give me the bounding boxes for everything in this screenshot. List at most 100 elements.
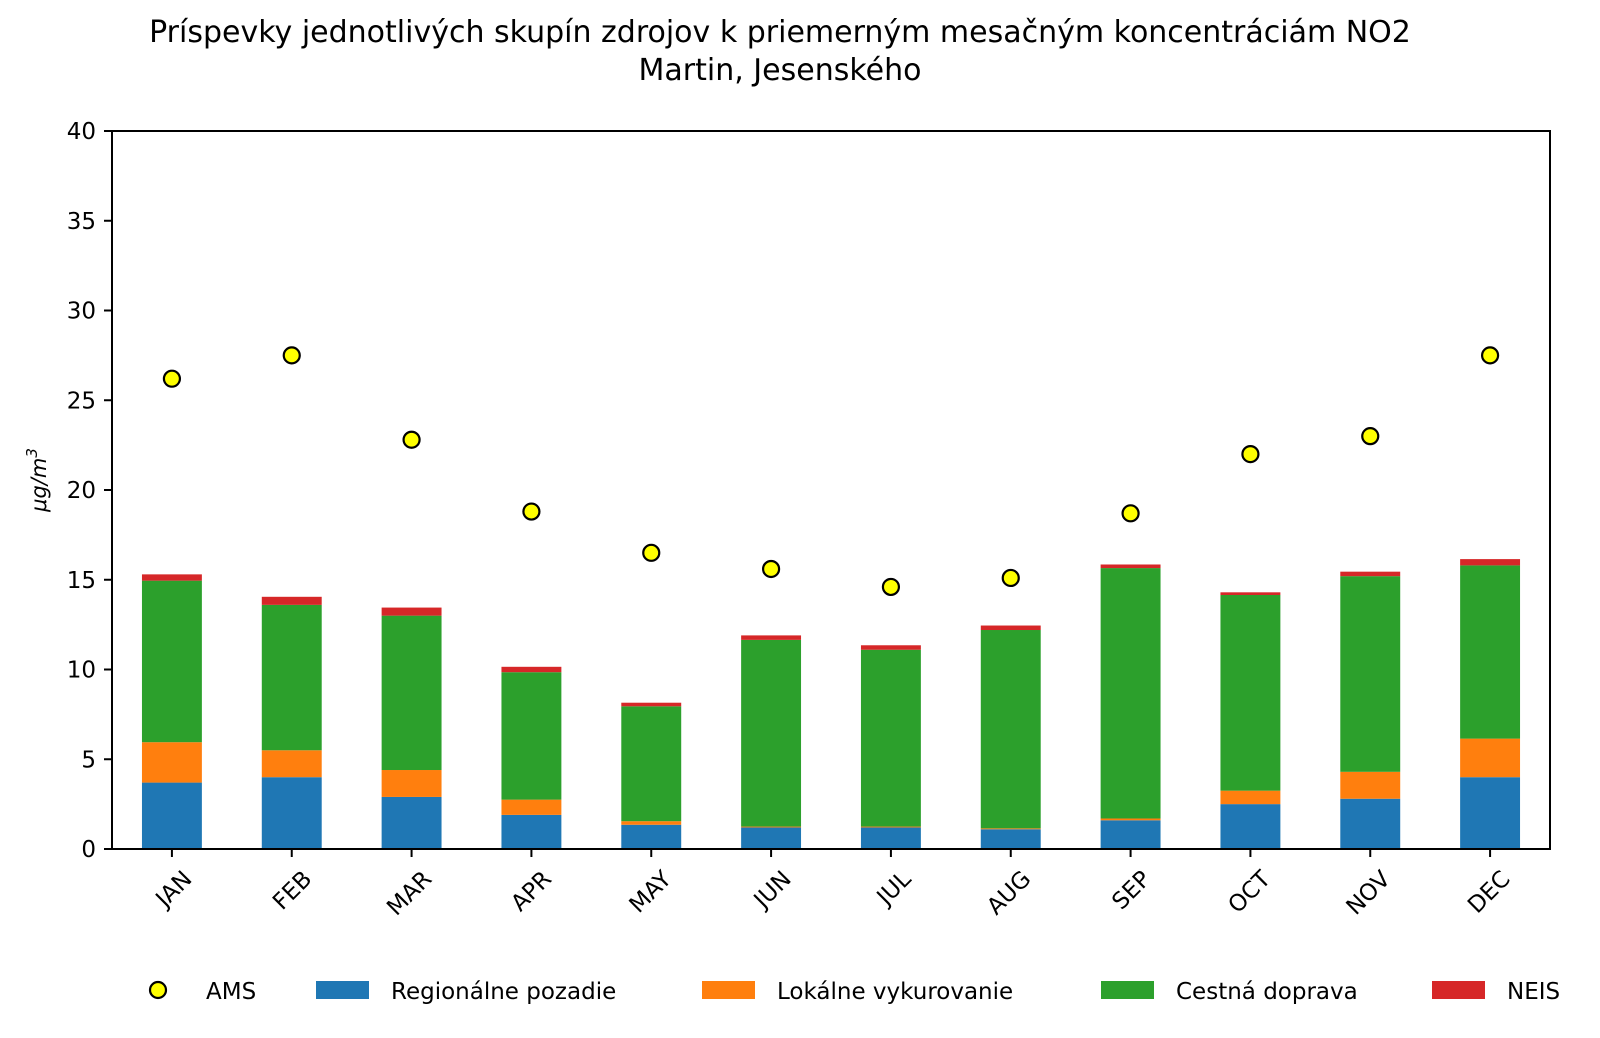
chart-subtitle: Martin, Jesenského — [639, 53, 922, 88]
bars-layer — [141, 559, 1521, 849]
ams-point-may — [642, 543, 661, 562]
legend-item-neis: NEIS — [1432, 979, 1560, 1005]
bar-regionálne-pozadie-jul — [860, 827, 921, 849]
legend-item-ams: AMS — [148, 979, 256, 1005]
bar-regionálne-pozadie-apr — [501, 814, 562, 849]
y-tick-label: 40 — [67, 119, 96, 145]
ams-point-dec — [1480, 346, 1500, 365]
bar-neis-sep — [1100, 564, 1161, 569]
ams-point-jul — [881, 577, 901, 597]
bar-regionálne-pozadie-sep — [1100, 820, 1161, 849]
bar-cestná-doprava-dec — [1460, 565, 1521, 739]
bar-lokálne-vykurovanie-aug — [980, 828, 1041, 830]
bar-regionálne-pozadie-dec — [1460, 777, 1521, 849]
x-tick-label: MAR — [382, 866, 437, 921]
bar-neis-jun — [741, 635, 802, 640]
bar-neis-jan — [141, 574, 202, 581]
bar-neis-nov — [1340, 571, 1401, 577]
y-tick-label: 5 — [81, 747, 96, 773]
x-tick-label-group: JUN — [748, 866, 797, 915]
bar-cestná-doprava-jun — [741, 639, 802, 827]
bar-cestná-doprava-feb — [261, 604, 322, 751]
bar-cestná-doprava-sep — [1100, 568, 1161, 819]
bar-regionálne-pozadie-aug — [980, 829, 1041, 849]
x-tick-label-group: NOV — [1342, 866, 1396, 920]
bar-cestná-doprava-apr — [501, 672, 562, 800]
bar-regionálne-pozadie-may — [621, 824, 682, 849]
bar-neis-may — [621, 702, 682, 707]
ams-point-oct — [1241, 445, 1260, 464]
ams-point-feb — [282, 346, 301, 365]
bar-regionálne-pozadie-nov — [1340, 798, 1401, 849]
y-tick-label: 15 — [67, 568, 96, 594]
x-tick-label-group: FEB — [268, 866, 317, 915]
x-tick-label-group: MAY — [625, 866, 678, 919]
x-tick-label-group: DEC — [1463, 866, 1516, 919]
points-layer — [162, 346, 1500, 597]
legend-item-cestná-doprava: Cestná doprava — [1101, 979, 1358, 1005]
bar-regionálne-pozadie-mar — [381, 796, 442, 849]
x-tick-label: OCT — [1223, 866, 1276, 919]
bar-neis-feb — [261, 596, 322, 605]
bar-lokálne-vykurovanie-jul — [860, 826, 921, 828]
x-tick-label: MAY — [625, 866, 678, 919]
y-tick-label: 10 — [67, 658, 96, 684]
bar-neis-dec — [1460, 559, 1521, 566]
bar-neis-aug — [980, 625, 1041, 631]
legend-label-ams: AMS — [206, 979, 256, 1005]
bar-neis-apr — [501, 666, 562, 673]
bar-regionálne-pozadie-jun — [741, 827, 802, 849]
y-tick-label: 25 — [67, 388, 96, 414]
bar-lokálne-vykurovanie-may — [621, 821, 682, 825]
bar-cestná-doprava-may — [621, 706, 682, 822]
legend-marker-ams — [148, 980, 168, 1000]
y-tick-label: 20 — [67, 478, 96, 504]
x-tick-label-group: JAN — [150, 866, 198, 914]
bar-lokálne-vykurovanie-sep — [1100, 818, 1161, 821]
bar-lokálne-vykurovanie-oct — [1220, 790, 1281, 805]
bar-neis-jul — [860, 645, 921, 650]
legend-swatch-regionálne-pozadie — [316, 981, 369, 999]
ams-point-nov — [1361, 427, 1380, 446]
x-tick-label: JUN — [748, 866, 797, 915]
bar-neis-mar — [381, 607, 442, 616]
bar-lokálne-vykurovanie-mar — [381, 770, 442, 797]
bar-cestná-doprava-oct — [1220, 595, 1281, 791]
ams-point-sep — [1121, 504, 1140, 523]
chart-title: Príspevky jednotlivých skupín zdrojov k … — [149, 15, 1411, 50]
ams-point-aug — [1001, 568, 1020, 588]
bar-cestná-doprava-aug — [980, 630, 1041, 829]
bar-cestná-doprava-mar — [381, 615, 442, 771]
x-tick-label-group: JUL — [871, 866, 917, 912]
legend-label-lokálne-vykurovanie: Lokálne vykurovanie — [777, 979, 1013, 1005]
bar-lokálne-vykurovanie-dec — [1460, 738, 1521, 778]
bar-lokálne-vykurovanie-jun — [741, 826, 802, 828]
bar-cestná-doprava-jan — [141, 580, 202, 743]
legend-item-regionálne-pozadie: Regionálne pozadie — [316, 979, 616, 1005]
y-tick-label: 35 — [67, 209, 96, 235]
legend-label-cestná-doprava: Cestná doprava — [1176, 979, 1358, 1005]
x-tick-label: DEC — [1463, 866, 1516, 919]
legend-swatch-cestná-doprava — [1101, 981, 1154, 999]
bar-cestná-doprava-nov — [1340, 576, 1401, 772]
y-axis-label: μg/m3 — [23, 448, 51, 513]
x-tick-label: JAN — [150, 866, 198, 914]
x-tick-label: AUG — [982, 866, 1036, 920]
legend-swatch-neis — [1432, 981, 1485, 999]
x-tick-label-group: SEP — [1107, 866, 1156, 915]
x-tick-label: NOV — [1342, 866, 1396, 920]
x-tick-label-group: MAR — [382, 866, 437, 921]
bar-neis-oct — [1220, 592, 1281, 596]
y-tick-label: 30 — [67, 299, 96, 325]
bar-lokálne-vykurovanie-jan — [141, 742, 202, 783]
y-tick-label: 0 — [81, 837, 96, 863]
legend-item-lokálne-vykurovanie: Lokálne vykurovanie — [702, 979, 1013, 1005]
bar-regionálne-pozadie-feb — [261, 777, 322, 849]
bar-cestná-doprava-jul — [860, 649, 921, 827]
ams-point-mar — [402, 430, 421, 449]
legend-label-neis: NEIS — [1507, 979, 1560, 1005]
bar-lokálne-vykurovanie-nov — [1340, 771, 1401, 799]
x-tick-label-group: OCT — [1223, 866, 1276, 919]
